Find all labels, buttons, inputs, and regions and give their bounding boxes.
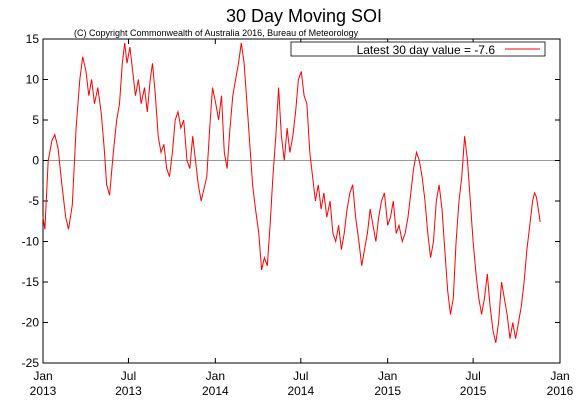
x-tick-year: 2014 — [202, 384, 229, 398]
x-tick-month: Jul — [121, 369, 136, 383]
y-tick-label: -25 — [22, 356, 40, 370]
chart-subtitle: (C) Copyright Commonwealth of Australia … — [74, 28, 359, 38]
x-tick-month: Jan — [550, 369, 569, 383]
x-tick-year: 2015 — [374, 384, 401, 398]
x-tick-month: Jan — [33, 369, 52, 383]
x-tick-year: 2014 — [287, 384, 314, 398]
legend: Latest 30 day value = -7.6 — [290, 41, 546, 57]
soi-series-line — [42, 42, 541, 343]
chart-title: 30 Day Moving SOI — [226, 6, 382, 26]
y-tick-label: 0 — [32, 154, 39, 168]
x-tick-month: Jul — [293, 369, 308, 383]
y-tick-label: -5 — [28, 194, 39, 208]
y-tick-label: 10 — [26, 73, 40, 87]
x-tick-year: 2016 — [547, 384, 574, 398]
y-tick-label: -10 — [22, 235, 40, 249]
x-axis: Jan2013Jul2013Jan2014Jul2014Jan2015Jul20… — [30, 39, 574, 398]
x-tick-year: 2013 — [115, 384, 142, 398]
x-tick-month: Jan — [378, 369, 397, 383]
x-tick-year: 2015 — [460, 384, 487, 398]
x-tick-month: Jan — [206, 369, 225, 383]
legend-label: Latest 30 day value = -7.6 — [357, 43, 496, 57]
x-tick-month: Jul — [465, 369, 480, 383]
y-axis: 15 10 5 0 -5 -10 -15 -20 -25 — [22, 32, 560, 370]
y-tick-label: 15 — [26, 32, 40, 46]
y-tick-label: -20 — [22, 316, 40, 330]
x-tick-year: 2013 — [30, 384, 57, 398]
legend-box — [290, 41, 546, 57]
y-tick-label: -15 — [22, 275, 40, 289]
y-tick-label: 5 — [32, 113, 39, 127]
